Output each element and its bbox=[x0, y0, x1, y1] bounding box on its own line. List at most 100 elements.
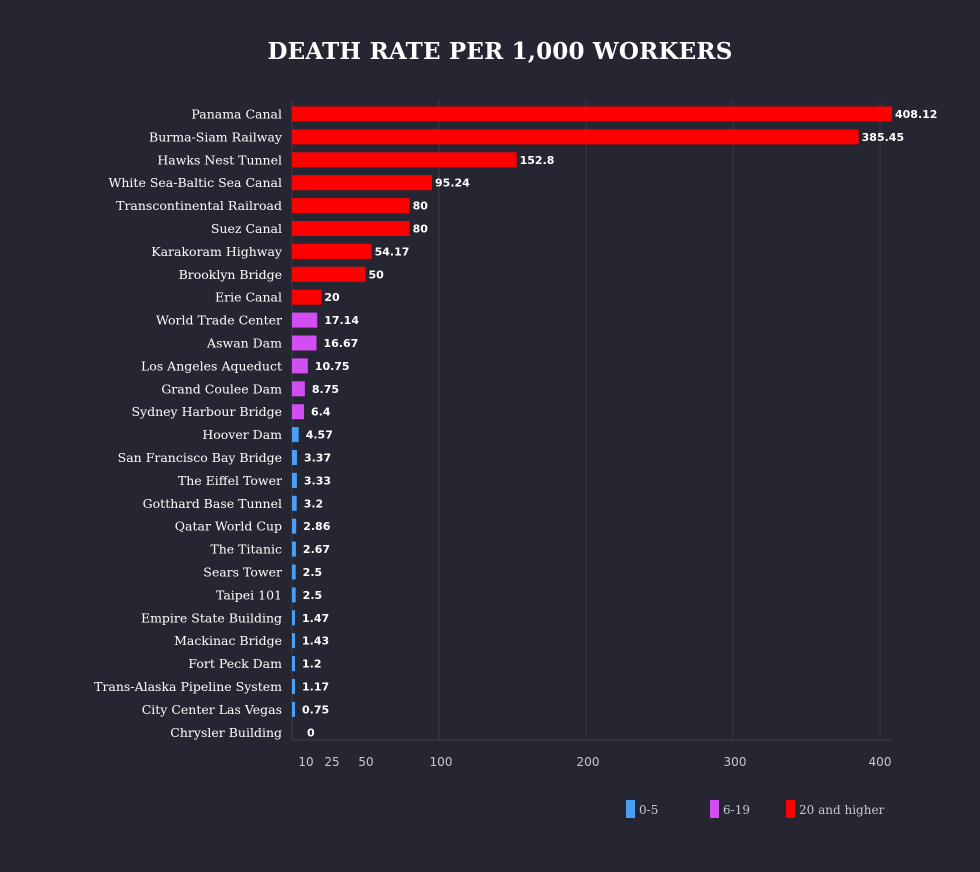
value-label: 3.2 bbox=[304, 497, 324, 510]
bar bbox=[292, 472, 297, 488]
bar bbox=[292, 335, 317, 351]
category-label: Mackinac Bridge bbox=[174, 633, 282, 648]
category-label: Empire State Building bbox=[141, 610, 282, 625]
value-label: 0 bbox=[307, 726, 315, 739]
bar bbox=[292, 152, 517, 168]
category-label: Los Angeles Aqueduct bbox=[141, 358, 282, 373]
value-label: 2.86 bbox=[303, 520, 330, 533]
value-label: 2.67 bbox=[303, 543, 330, 556]
legend-swatch bbox=[626, 800, 635, 818]
value-label: 3.37 bbox=[304, 452, 331, 465]
value-label: 4.57 bbox=[306, 429, 333, 442]
category-label: White Sea-Baltic Sea Canal bbox=[109, 175, 282, 190]
category-label: Aswan Dam bbox=[206, 336, 282, 351]
value-label: 408.12 bbox=[895, 108, 937, 121]
category-label: Sears Tower bbox=[203, 565, 282, 580]
value-label: 80 bbox=[413, 200, 429, 213]
category-label: Trans-Alaska Pipeline System bbox=[94, 679, 282, 694]
bar bbox=[292, 312, 318, 328]
category-label: Gotthard Base Tunnel bbox=[143, 496, 282, 511]
value-label: 1.2 bbox=[302, 658, 322, 671]
tick-label: 25 bbox=[324, 755, 339, 769]
tick-label: 50 bbox=[358, 755, 373, 769]
bar bbox=[292, 427, 299, 443]
bar bbox=[292, 266, 366, 282]
bar bbox=[292, 701, 295, 717]
legend: 0-5 6-19 20 and higher bbox=[626, 800, 885, 818]
bar bbox=[292, 495, 297, 511]
bar bbox=[292, 656, 295, 672]
category-label: Erie Canal bbox=[215, 290, 282, 305]
legend-label: 6-19 bbox=[723, 803, 750, 817]
category-label: Brooklyn Bridge bbox=[179, 267, 282, 282]
category-label: Burma-Siam Railway bbox=[149, 129, 283, 144]
x-axis: 10 25 50 100 200 300 400 bbox=[292, 739, 892, 769]
value-label: 152.8 bbox=[520, 154, 555, 167]
value-label: 3.33 bbox=[304, 474, 331, 487]
tick-label: 200 bbox=[577, 755, 600, 769]
category-label: Qatar World Cup bbox=[175, 519, 282, 534]
bar bbox=[292, 221, 410, 236]
tick-label: 10 bbox=[298, 755, 313, 769]
chart-title: DEATH RATE PER 1,000 WORKERS bbox=[267, 38, 733, 65]
bar bbox=[292, 175, 433, 191]
value-label: 80 bbox=[413, 223, 429, 236]
value-label: 1.43 bbox=[302, 635, 329, 648]
category-label: Transcontinental Railroad bbox=[116, 198, 282, 213]
value-label: 2.5 bbox=[303, 566, 323, 579]
category-label: City Center Las Vegas bbox=[142, 702, 282, 717]
grid-lines bbox=[291, 100, 881, 740]
category-label: Taipei 101 bbox=[216, 587, 282, 602]
bar bbox=[292, 404, 304, 420]
value-label: 54.17 bbox=[375, 245, 410, 258]
bar bbox=[292, 358, 308, 374]
category-label: Hawks Nest Tunnel bbox=[157, 152, 282, 167]
value-label: 95.24 bbox=[435, 177, 470, 190]
category-label: World Trade Center bbox=[156, 313, 282, 328]
category-label: The Titanic bbox=[210, 542, 282, 557]
bar bbox=[292, 381, 305, 397]
bar bbox=[292, 610, 295, 626]
value-labels: 408.12385.45152.895.24808054.17502017.14… bbox=[302, 108, 937, 739]
value-label: 10.75 bbox=[315, 360, 350, 373]
bar bbox=[292, 541, 296, 557]
bar bbox=[292, 633, 295, 649]
category-labels: Panama Canal Burma-Siam Railway Hawks Nest… bbox=[94, 107, 283, 740]
tick-label: 300 bbox=[724, 755, 747, 769]
category-label: Chrysler Building bbox=[170, 725, 282, 740]
value-label: 16.67 bbox=[324, 337, 359, 350]
category-label: San Francisco Bay Bridge bbox=[118, 450, 282, 465]
value-label: 0.75 bbox=[302, 703, 329, 716]
bar bbox=[292, 564, 296, 580]
bar bbox=[292, 587, 296, 603]
bar bbox=[292, 518, 297, 534]
bar bbox=[292, 289, 322, 305]
category-label: Sydney Harbour Bridge bbox=[131, 404, 282, 419]
legend-swatch bbox=[710, 800, 719, 818]
category-label: Karakoram Highway bbox=[151, 244, 283, 259]
category-label: Suez Canal bbox=[211, 221, 282, 236]
bar bbox=[292, 198, 410, 214]
category-label: Fort Peck Dam bbox=[188, 656, 282, 671]
bar bbox=[292, 450, 297, 465]
value-label: 2.5 bbox=[303, 589, 323, 602]
bar bbox=[292, 243, 372, 259]
legend-label: 20 and higher bbox=[799, 803, 885, 817]
value-label: 6.4 bbox=[311, 406, 331, 419]
value-label: 1.17 bbox=[302, 681, 329, 694]
legend-label: 0-5 bbox=[639, 803, 658, 817]
bars bbox=[292, 106, 892, 717]
category-label: The Eiffel Tower bbox=[178, 473, 282, 488]
value-label: 17.14 bbox=[324, 314, 359, 327]
value-label: 385.45 bbox=[862, 131, 904, 144]
legend-swatch bbox=[786, 800, 795, 818]
tick-label: 400 bbox=[869, 755, 892, 769]
tick-label: 100 bbox=[430, 755, 453, 769]
bar bbox=[292, 129, 859, 145]
value-label: 1.47 bbox=[302, 612, 329, 625]
bar bbox=[292, 679, 295, 694]
category-label: Grand Coulee Dam bbox=[161, 381, 282, 396]
value-label: 20 bbox=[324, 291, 340, 304]
value-label: 50 bbox=[369, 268, 385, 281]
